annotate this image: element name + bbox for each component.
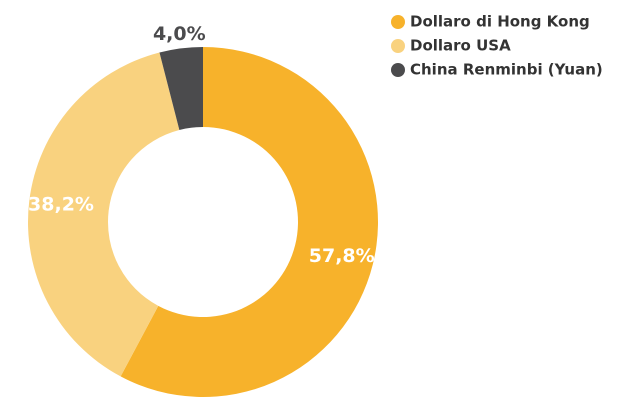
legend-marker xyxy=(391,15,405,29)
donut-slice xyxy=(27,52,180,377)
legend-marker xyxy=(391,63,405,77)
slice-label: 4,0% xyxy=(153,23,206,45)
donut-slice xyxy=(120,47,378,397)
donut-slice xyxy=(159,47,203,130)
slice-label: 57,8% xyxy=(309,245,375,267)
slice-label: 38,2% xyxy=(28,193,94,215)
legend-marker xyxy=(391,39,405,53)
legend-text: China Renminbi (Yuan) xyxy=(410,61,603,79)
legend-text: Dollaro USA xyxy=(410,37,511,55)
legend-text: Dollaro di Hong Kong xyxy=(410,13,590,31)
